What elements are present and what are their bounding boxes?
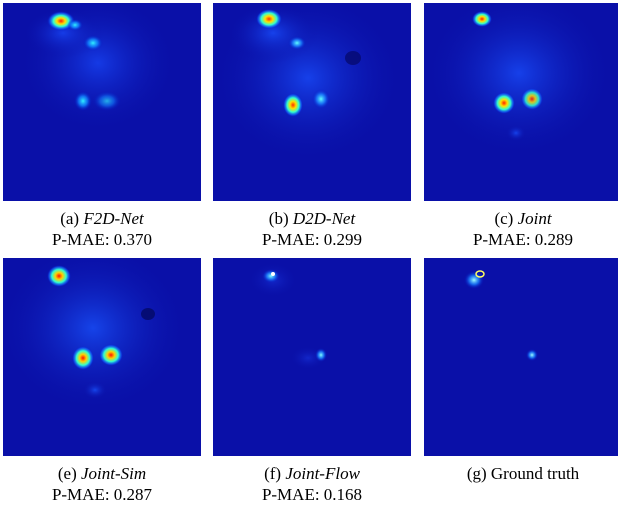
heatmap-image-joint-flow	[213, 258, 411, 456]
caption-b-title: (b) D2D-Net	[268, 209, 356, 228]
method-name-c: Joint	[517, 209, 552, 228]
caption-a: (a) F2D-Net P-MAE: 0.370	[3, 208, 201, 250]
method-name-b: D2D-Net	[292, 209, 356, 228]
heatmap-image-joint-sim	[3, 258, 201, 456]
caption-f-title: (f) Joint-Flow	[264, 464, 360, 483]
method-name-f: Joint-Flow	[285, 464, 360, 483]
heatmap-image-joint	[424, 3, 618, 201]
heatmap-image-f2d-net	[3, 3, 201, 201]
caption-a-title: (a) F2D-Net	[60, 209, 144, 228]
metric-e: P-MAE: 0.287	[51, 485, 153, 504]
metric-c: P-MAE: 0.289	[472, 230, 574, 249]
caption-c: (c) Joint P-MAE: 0.289	[424, 208, 618, 250]
heatmap-image-ground-truth	[424, 258, 618, 456]
metric-a: P-MAE: 0.370	[51, 230, 153, 249]
caption-g: (g) Ground truth	[424, 463, 618, 484]
metric-b: P-MAE: 0.299	[261, 230, 363, 249]
method-name-e: Joint-Sim	[80, 464, 147, 483]
caption-g-title: (g) Ground truth	[466, 464, 580, 483]
heatmap-image-d2d-net	[213, 3, 411, 201]
caption-b: (b) D2D-Net P-MAE: 0.299	[213, 208, 411, 250]
caption-c-title: (c) Joint	[494, 209, 552, 228]
caption-f: (f) Joint-Flow P-MAE: 0.168	[213, 463, 411, 505]
caption-e-title: (e) Joint-Sim	[57, 464, 147, 483]
method-name-a: F2D-Net	[83, 209, 144, 228]
method-name-g: Ground truth	[490, 464, 580, 483]
metric-f: P-MAE: 0.168	[261, 485, 363, 504]
caption-e: (e) Joint-Sim P-MAE: 0.287	[3, 463, 201, 505]
